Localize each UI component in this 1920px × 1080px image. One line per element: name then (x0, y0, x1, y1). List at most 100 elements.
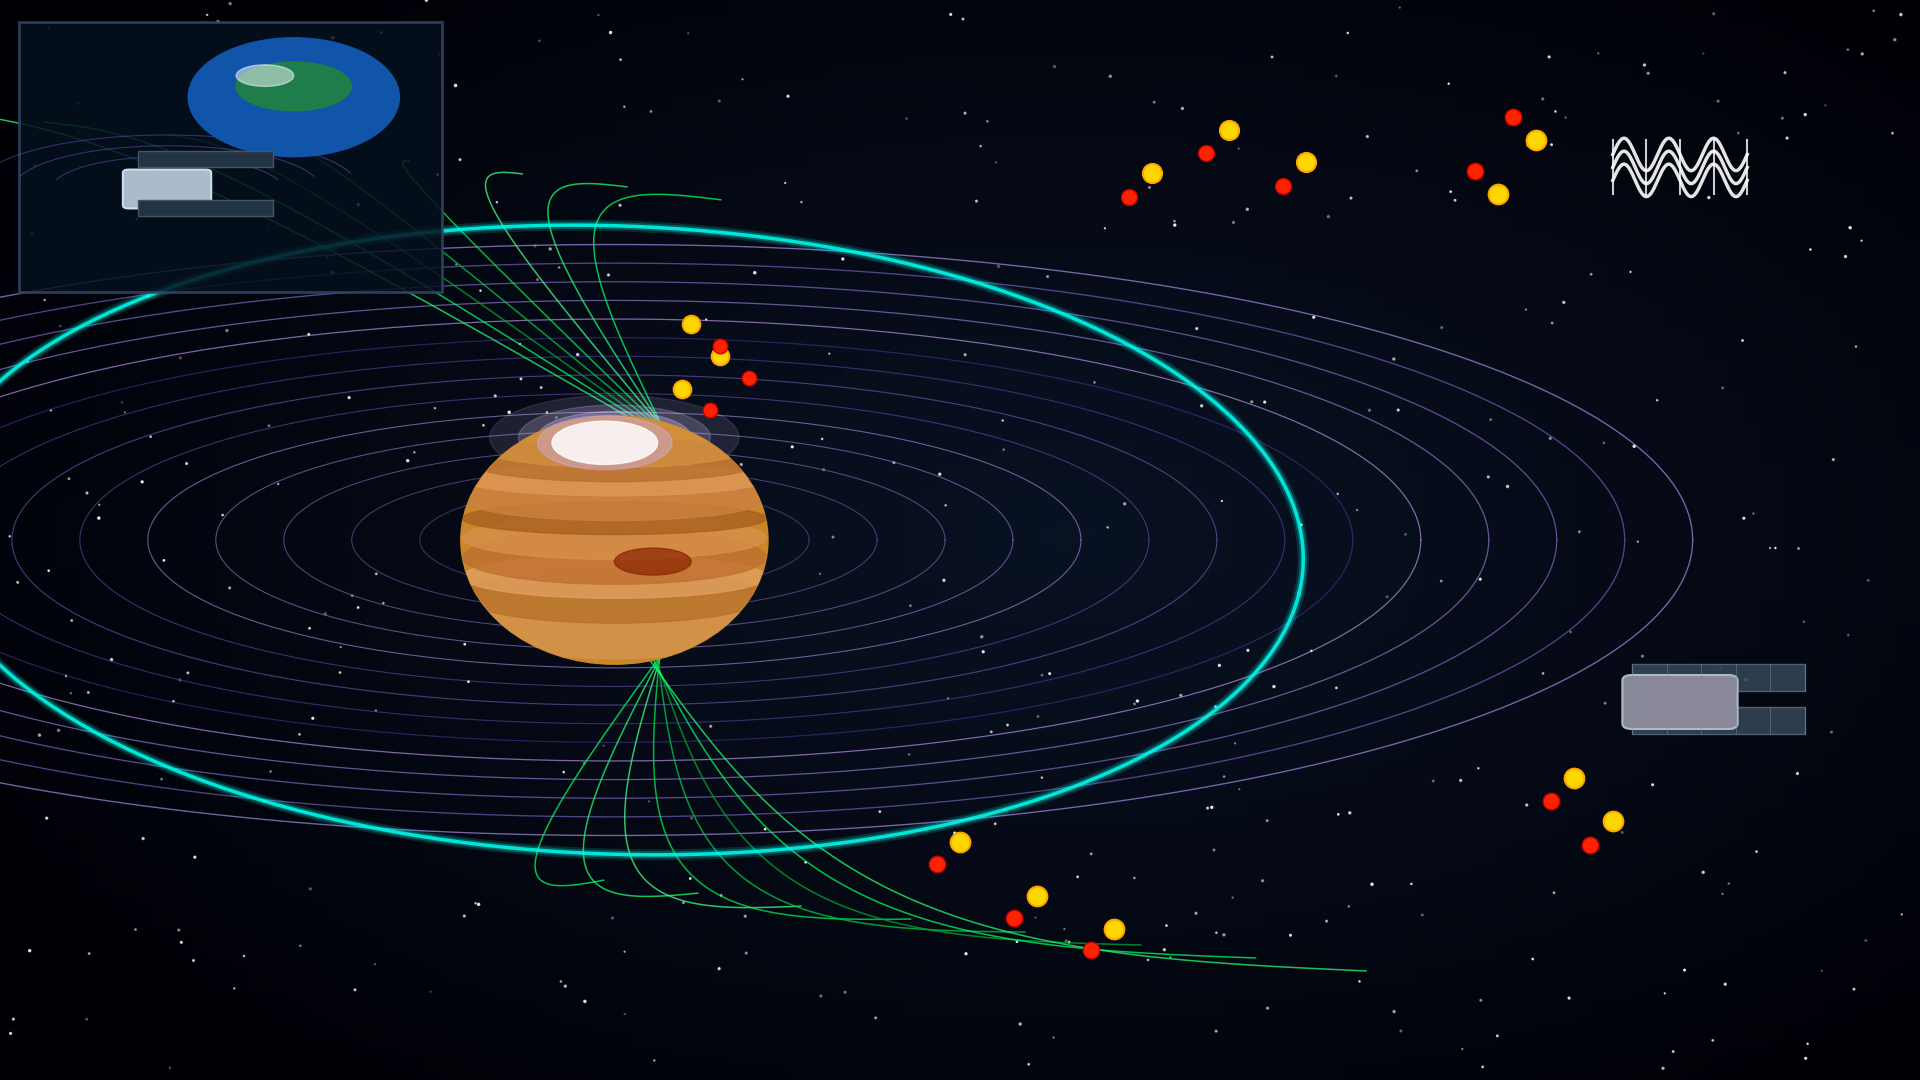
Point (1160, 213, 1190, 230)
Point (1492, 477, 1523, 495)
Bar (138, 151, 273, 167)
Point (1204, 657, 1235, 674)
Point (1062, 868, 1092, 886)
Point (968, 643, 998, 660)
Point (453, 673, 484, 690)
Point (532, 404, 563, 421)
Point (993, 716, 1023, 733)
Point (672, 25, 703, 42)
Point (324, 664, 355, 681)
Point (1200, 1023, 1231, 1040)
Point (684, 584, 714, 602)
Point (1770, 64, 1801, 81)
Point (422, 166, 453, 184)
Point (1834, 626, 1864, 644)
Point (668, 894, 699, 912)
Point (1707, 886, 1738, 903)
Point (705, 348, 735, 365)
Point (1252, 1000, 1283, 1017)
Point (699, 525, 730, 542)
Point (1198, 841, 1229, 859)
Point (1298, 309, 1329, 326)
Point (1187, 397, 1217, 415)
Point (1354, 402, 1384, 419)
Point (1526, 91, 1557, 108)
Point (1181, 320, 1212, 337)
Ellipse shape (614, 549, 691, 575)
Point (284, 104, 315, 121)
Point (605, 51, 636, 68)
Point (1342, 501, 1373, 518)
Point (1119, 869, 1150, 887)
Point (1202, 924, 1233, 942)
Point (829, 984, 860, 1001)
Bar (138, 200, 273, 216)
Point (1632, 65, 1663, 82)
Point (207, 507, 238, 524)
Point (1784, 540, 1814, 557)
Point (1119, 696, 1150, 713)
Point (1139, 94, 1169, 111)
Point (1853, 571, 1884, 589)
Point (1713, 875, 1743, 892)
Point (1440, 191, 1471, 208)
Point (695, 718, 726, 735)
Point (818, 528, 849, 545)
Point (739, 265, 770, 282)
Point (50, 667, 81, 685)
Point (791, 853, 822, 870)
Point (563, 346, 593, 363)
Point (29, 292, 60, 309)
Point (148, 552, 179, 569)
Point (1738, 504, 1768, 522)
Point (1094, 68, 1125, 85)
Point (1156, 948, 1187, 966)
Point (808, 461, 839, 478)
Point (691, 311, 722, 328)
Point (695, 402, 726, 419)
Point (639, 1052, 670, 1069)
Point (1703, 93, 1734, 110)
Point (442, 256, 472, 273)
Point (165, 349, 196, 366)
Point (392, 453, 422, 470)
Point (1668, 716, 1699, 733)
Point (593, 267, 624, 284)
Point (1137, 164, 1167, 181)
Point (524, 32, 555, 50)
Point (215, 0, 246, 12)
Point (1004, 1015, 1035, 1032)
Point (1463, 759, 1494, 777)
Point (1390, 526, 1421, 543)
Point (1791, 1035, 1822, 1052)
Point (733, 369, 764, 387)
Point (1379, 350, 1409, 367)
Point (1859, 2, 1889, 19)
Point (449, 907, 480, 924)
Point (207, 507, 238, 524)
Point (1887, 906, 1918, 923)
Point (1192, 799, 1223, 816)
Point (981, 153, 1012, 171)
Ellipse shape (236, 65, 294, 86)
Point (1014, 1055, 1044, 1072)
Point (772, 87, 803, 105)
Point (1559, 769, 1590, 786)
Point (1473, 469, 1503, 486)
Point (317, 29, 348, 46)
Point (219, 980, 250, 997)
Point (1789, 106, 1820, 123)
Point (1465, 570, 1496, 588)
Point (520, 238, 551, 255)
Point (1755, 539, 1786, 556)
Point (549, 764, 580, 781)
Point (1379, 1003, 1409, 1021)
Ellipse shape (463, 569, 766, 623)
Point (609, 98, 639, 116)
Point (480, 388, 511, 405)
Point (1114, 188, 1144, 205)
Point (1459, 162, 1490, 179)
Point (536, 241, 566, 258)
Point (1524, 133, 1555, 150)
Point (33, 19, 63, 37)
